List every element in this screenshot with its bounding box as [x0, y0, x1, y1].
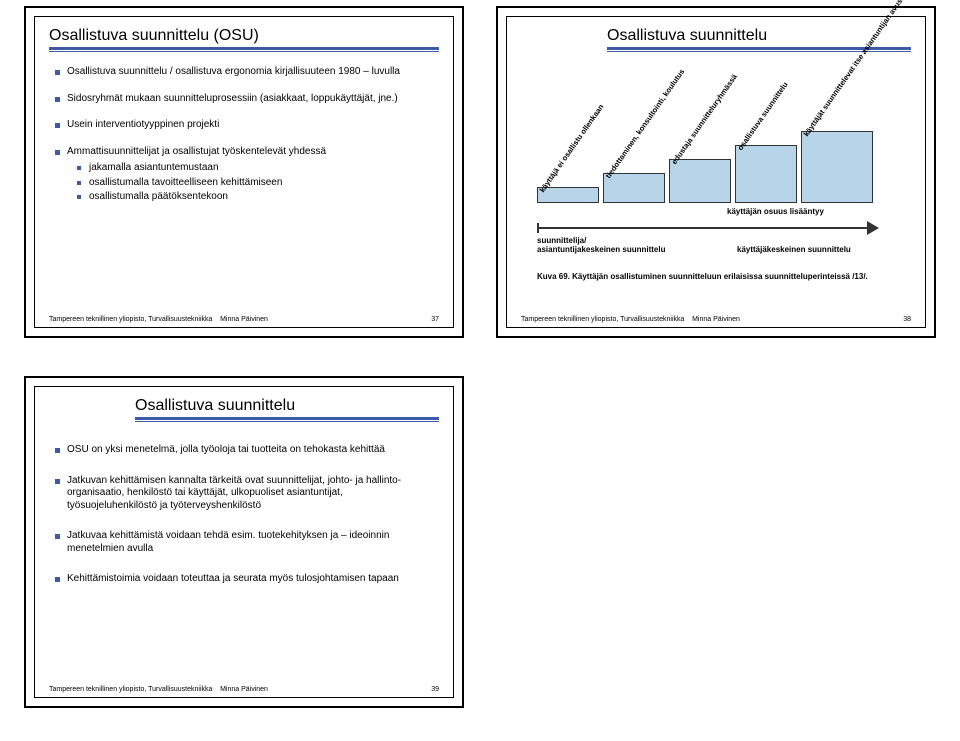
footer-author: Minna Päivinen — [220, 686, 268, 693]
bullet: Jatkuvaa kehittämistä voidaan tehdä esim… — [55, 530, 433, 555]
diag-step-5 — [801, 131, 873, 203]
slide-3-title: Osallistuva suunnittelu — [135, 397, 439, 415]
bullet-sub: osallistumalla tavoitteelliseen kehittäm… — [77, 177, 433, 190]
footer-page: 38 — [903, 316, 911, 323]
arrow-head-icon — [867, 221, 879, 235]
slide-3-body: OSU on yksi menetelmä, jolla työoloja ta… — [35, 422, 453, 586]
slide-1-title: Osallistuva suunnittelu (OSU) — [49, 27, 439, 45]
slide-2: Osallistuva suunnittelu käyttäjä ei osal… — [496, 6, 936, 338]
title-underline — [135, 417, 439, 420]
diag-step-4 — [735, 145, 797, 203]
arrow-tail — [537, 223, 539, 233]
title-underline — [49, 47, 439, 50]
bullet: Osallistuva suunnittelu / osallistuva er… — [55, 66, 433, 79]
slide-3-inner: Osallistuva suunnittelu OSU on yksi mene… — [34, 386, 454, 698]
bullet: Usein interventiotyyppinen projekti — [55, 119, 433, 132]
footer-author: Minna Päivinen — [692, 316, 740, 323]
bullet: Jatkuvan kehittämisen kannalta tärkeitä … — [55, 475, 433, 513]
diag-label-1: käyttäjä ei osallistu ollenkaan — [538, 102, 606, 194]
bullet: Sidosryhmät mukaan suunnitteluprosessiin… — [55, 93, 433, 106]
diag-label-4: osallistuva suunnittelu — [736, 80, 790, 152]
footer-page: 39 — [431, 686, 439, 693]
bullet-sub: jakamalla asiantuntemustaan — [77, 162, 433, 175]
slide-1-body: Osallistuva suunnittelu / osallistuva er… — [35, 52, 453, 204]
slide-1-inner: Osallistuva suunnittelu (OSU) Osallistuv… — [34, 16, 454, 328]
footer-page: 37 — [431, 316, 439, 323]
footer-org: Tampereen teknillinen yliopisto, Turvall… — [49, 686, 212, 693]
footer-org: Tampereen teknillinen yliopisto, Turvall… — [521, 316, 684, 323]
arrow-line — [537, 227, 867, 229]
bullet: OSU on yksi menetelmä, jolla työoloja ta… — [55, 444, 433, 457]
diag-lower-right: käyttäjäkeskeinen suunnittelu — [737, 245, 851, 254]
participation-diagram: käyttäjä ei osallistu ollenkaan tiedotta… — [537, 77, 913, 307]
diag-lower-left: suunnittelija/ asiantuntijakeskeinen suu… — [537, 237, 665, 255]
bullet-sub: osallistumalla päätöksentekoon — [77, 191, 433, 204]
footer-org: Tampereen teknillinen yliopisto, Turvall… — [49, 316, 212, 323]
slide-3: Osallistuva suunnittelu OSU on yksi mene… — [24, 376, 464, 708]
footer-author: Minna Päivinen — [220, 316, 268, 323]
bullet: Kehittämistoimia voidaan toteuttaa ja se… — [55, 573, 433, 586]
diag-step-3 — [669, 159, 731, 203]
arrow-label: käyttäjän osuus lisääntyy — [727, 207, 824, 216]
bullet: Ammattisuunnittelijat ja osallistujat ty… — [55, 146, 433, 159]
slide-2-inner: Osallistuva suunnittelu käyttäjä ei osal… — [506, 16, 926, 328]
diag-caption: Kuva 69. Käyttäjän osallistuminen suunni… — [537, 272, 913, 281]
diag-label-3: edustaja suunnitteluryhmässä — [670, 72, 739, 166]
slide-1: Osallistuva suunnittelu (OSU) Osallistuv… — [24, 6, 464, 338]
